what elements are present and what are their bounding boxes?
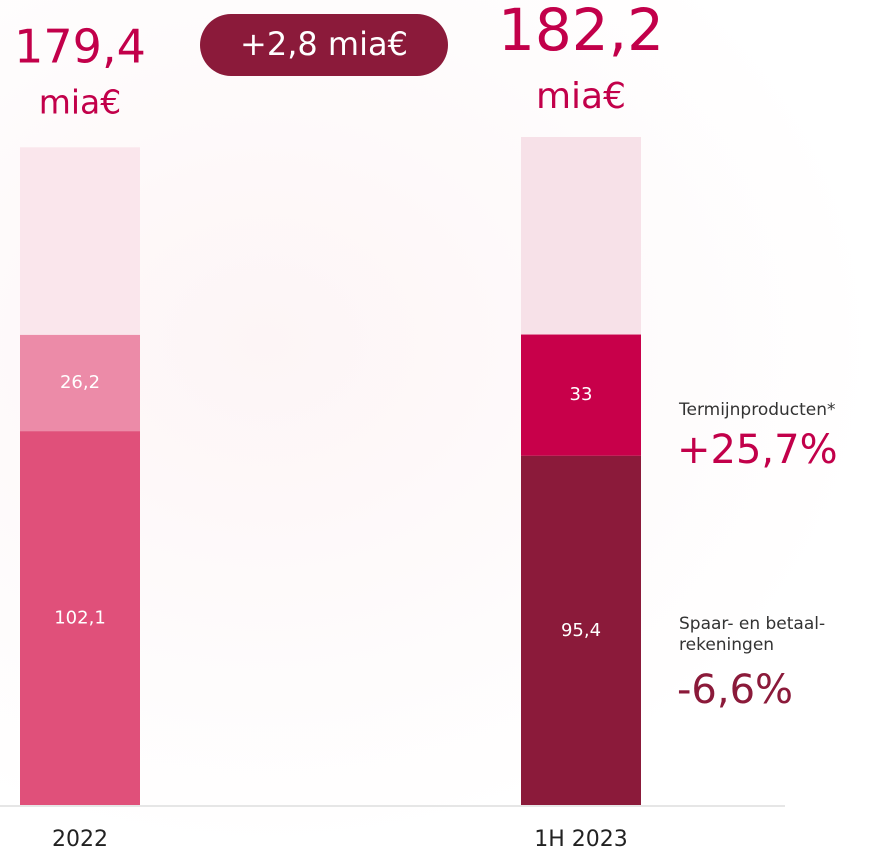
value-label: 102,1 [54, 608, 106, 629]
unit-label: mia€ [39, 83, 122, 122]
change-badge [200, 14, 448, 76]
series-name: Termijnproducten* [678, 400, 836, 420]
value-label: 33 [570, 384, 593, 405]
x-tick-label: 1H 2023 [534, 827, 628, 852]
series-change: -6,6% [677, 667, 793, 713]
bar-segment [20, 431, 140, 806]
x-tick-label: 2022 [52, 827, 108, 852]
bar-segment [521, 334, 641, 456]
series-change: +25,7% [677, 427, 838, 473]
bar-segment [20, 334, 140, 432]
total-label: 182,2 [498, 0, 664, 64]
change-label: +2,8 mia€ [240, 25, 408, 63]
value-label: 26,2 [60, 372, 100, 393]
bar-segment [521, 455, 641, 806]
total-label: 179,4 [14, 20, 146, 74]
unit-label: mia€ [536, 76, 626, 117]
value-label: 95,4 [561, 620, 601, 641]
series-name: Spaar- en betaal- rekeningen [679, 614, 826, 655]
